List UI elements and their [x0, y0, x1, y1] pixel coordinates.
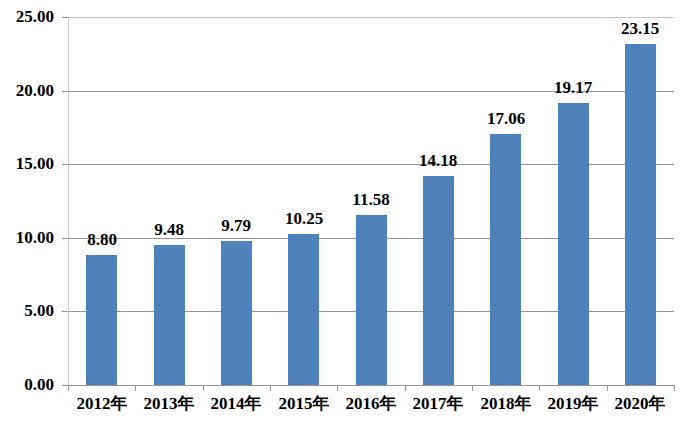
y-axis-label: 5.00	[0, 301, 54, 321]
bar	[356, 215, 387, 385]
bar-chart: 0.005.0010.0015.0020.0025.008.802012年9.4…	[0, 0, 692, 432]
x-axis-label: 2020年	[595, 393, 685, 415]
y-axis-label: 10.00	[0, 228, 54, 248]
bar	[221, 241, 252, 385]
x-axis-tick	[337, 385, 338, 391]
x-axis-tick	[135, 385, 136, 391]
bar-value-label: 14.18	[393, 152, 483, 170]
bar	[490, 134, 521, 385]
y-axis-label: 15.00	[0, 154, 54, 174]
bar	[625, 44, 656, 385]
x-axis-tick	[539, 385, 540, 391]
bar	[154, 245, 185, 385]
x-axis-tick	[674, 385, 675, 391]
y-axis-line	[68, 17, 69, 385]
bar-value-label: 19.17	[528, 79, 618, 97]
y-axis-label: 20.00	[0, 81, 54, 101]
x-axis-tick	[270, 385, 271, 391]
y-gridline	[68, 17, 674, 18]
y-gridline	[68, 385, 674, 386]
bar	[558, 103, 589, 385]
bar-value-label: 10.25	[259, 210, 349, 228]
bar	[423, 176, 454, 385]
bar	[288, 234, 319, 385]
x-axis-tick	[203, 385, 204, 391]
bar	[86, 255, 117, 385]
bar-value-label: 11.58	[326, 191, 416, 209]
x-axis-tick	[472, 385, 473, 391]
y-axis-label: 0.00	[0, 375, 54, 395]
y-axis-label: 25.00	[0, 7, 54, 27]
bar-value-label: 17.06	[461, 110, 551, 128]
x-axis-tick	[405, 385, 406, 391]
x-axis-tick	[607, 385, 608, 391]
x-axis-tick	[68, 385, 69, 391]
bar-value-label: 23.15	[595, 20, 685, 38]
